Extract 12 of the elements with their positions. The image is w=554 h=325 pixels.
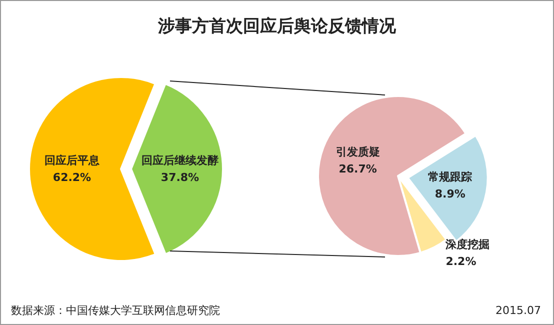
slice-label: 回应后平息: [44, 154, 100, 168]
slice-label: 常规跟踪: [428, 170, 472, 184]
data-label: 8.9%: [434, 188, 466, 201]
data-label: 62.2%: [52, 171, 92, 184]
slice-label: 引发质疑: [336, 146, 380, 159]
data-label: 2.2%: [446, 254, 476, 268]
slice-label: 回应后继续发酵: [142, 154, 218, 167]
data-label: 37.8%: [160, 170, 200, 184]
data-label: 26.7%: [338, 162, 377, 176]
text: 2015.07: [496, 304, 542, 317]
source-note: 数据来源：中国传媒大学互联网信息研究院: [11, 304, 220, 317]
text: 涉事方首次回应后舆论反馈情况: [157, 16, 397, 36]
